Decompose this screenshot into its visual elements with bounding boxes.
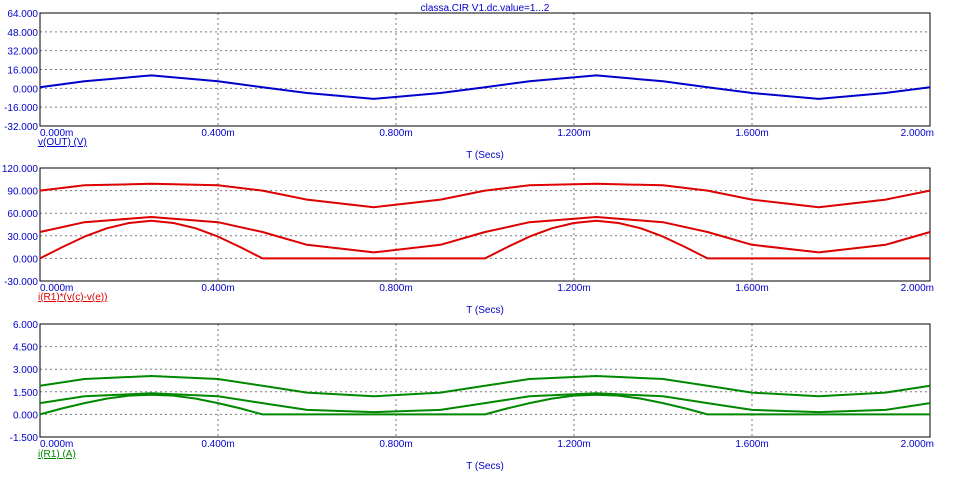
x-tick-label: 2.000m (901, 439, 934, 450)
y-tick-label: 90.000 (7, 187, 38, 198)
x-tick-label: 0.000m (40, 439, 73, 450)
x-tick-label: 1.600m (735, 283, 768, 294)
y-tick-label: 32.000 (7, 47, 38, 58)
series-label: i(R1)*(v(c)-v(e)) (38, 292, 107, 303)
x-tick-label: 0.800m (379, 439, 412, 450)
x-tick-label: 2.000m (901, 128, 934, 139)
series-line (39, 182, 931, 209)
plot-frame (39, 323, 931, 438)
x-tick-label: 0.800m (379, 283, 412, 294)
series-line (39, 375, 931, 398)
x-tick-label: 1.600m (735, 128, 768, 139)
x-tick-label: 0.400m (201, 283, 234, 294)
y-tick-label: 1.500 (13, 388, 38, 399)
y-tick-label: -32.000 (4, 122, 38, 133)
x-tick-label: 0.000m (40, 128, 73, 139)
y-tick-label: 0.000 (13, 84, 38, 95)
series-line (39, 219, 930, 260)
y-tick-label: 3.000 (13, 365, 38, 376)
series-line (39, 74, 931, 100)
window-title: classa.CIR V1.dc.value=1...2 (421, 3, 550, 14)
y-tick-label: 0.000 (13, 410, 38, 421)
y-tick-label: -1.500 (10, 433, 39, 444)
x-tick-label: 0.400m (201, 128, 234, 139)
y-tick-label: 60.000 (7, 209, 38, 220)
x-tick-label: 1.200m (557, 128, 590, 139)
x-tick-label: 0.400m (201, 439, 234, 450)
x-axis-label: T (Secs) (466, 461, 504, 472)
x-tick-label: 0.000m (40, 283, 73, 294)
x-tick-label: 1.200m (557, 283, 590, 294)
x-tick-label: 2.000m (901, 283, 934, 294)
y-tick-label: 0.000 (13, 254, 38, 265)
y-tick-label: 16.000 (7, 66, 38, 77)
series-label: i(R1) (A) (38, 449, 76, 460)
y-tick-label: 30.000 (7, 232, 38, 243)
x-axis-label: T (Secs) (466, 305, 504, 316)
y-tick-label: -16.000 (4, 103, 38, 114)
x-tick-label: 0.800m (379, 128, 412, 139)
series-label: v(OUT) (V) (38, 137, 87, 148)
plot-frame (39, 12, 931, 127)
y-tick-label: 64.000 (7, 9, 38, 20)
series-line (39, 393, 930, 416)
y-tick-label: 48.000 (7, 28, 38, 39)
series-line (39, 392, 931, 414)
y-tick-label: 4.500 (13, 343, 38, 354)
x-tick-label: 1.600m (735, 439, 768, 450)
y-tick-label: -30.000 (4, 277, 38, 288)
series-line (39, 216, 931, 254)
y-tick-label: 120.000 (2, 164, 39, 175)
y-tick-label: 6.000 (13, 320, 38, 331)
plot-frame (39, 167, 931, 282)
x-axis-label: T (Secs) (466, 150, 504, 161)
x-tick-label: 1.200m (557, 439, 590, 450)
